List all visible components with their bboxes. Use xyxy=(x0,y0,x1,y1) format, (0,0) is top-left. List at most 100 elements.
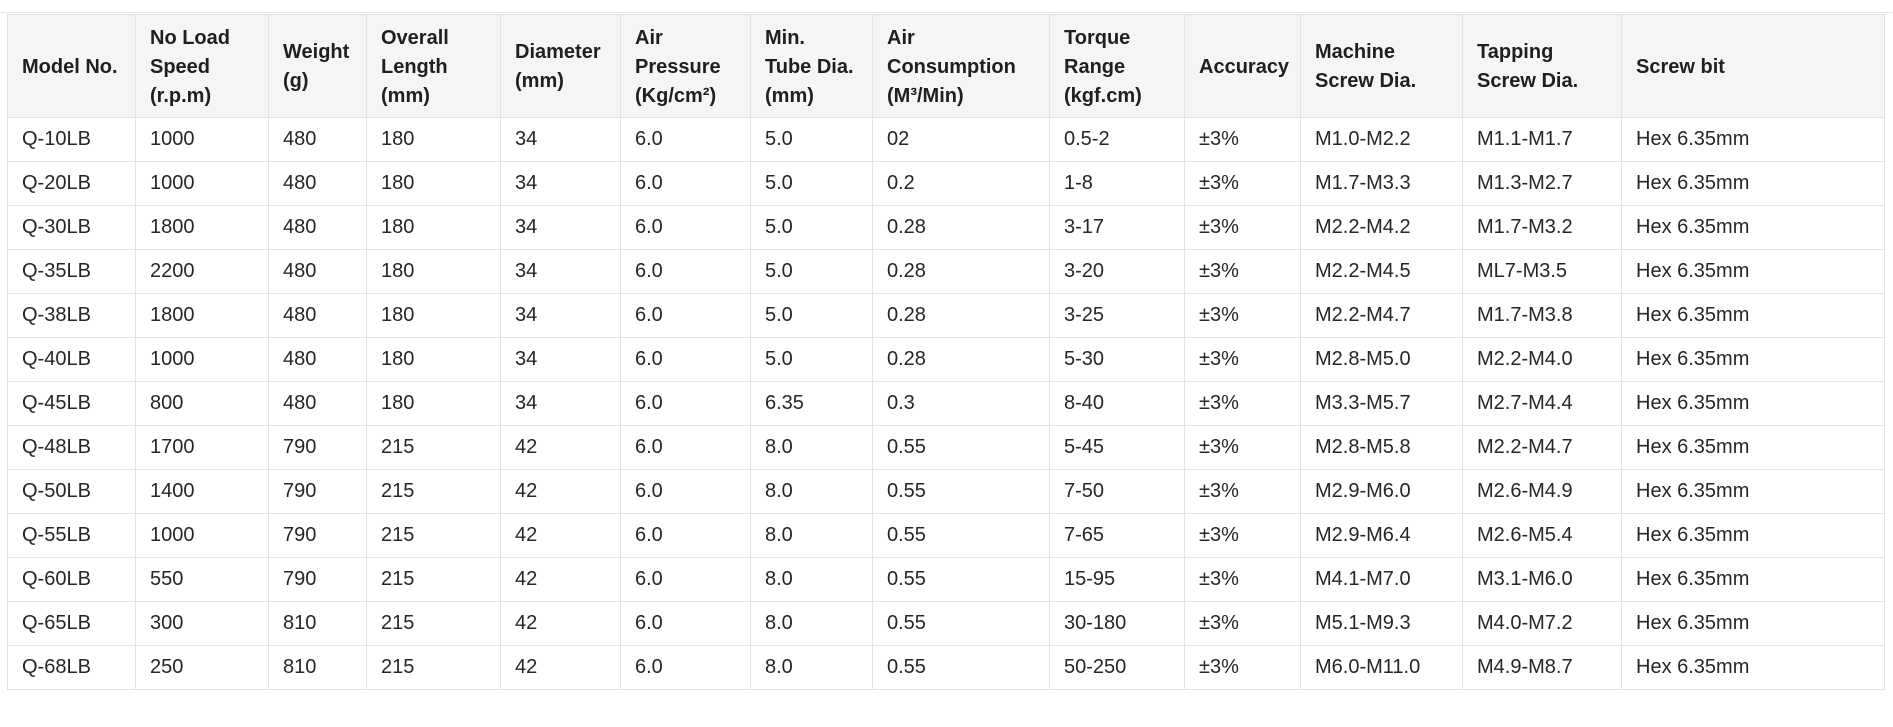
table-cell: 30-180 xyxy=(1049,601,1185,646)
table-cell: 0.28 xyxy=(872,249,1050,294)
table-cell: Q-45LB xyxy=(7,381,136,426)
table-row: Q-40LB 1000 480 180 34 6.0 5.0 0.28 5-30 ±3% M2.8-… xyxy=(7,337,1885,382)
table-cell: 1000 xyxy=(135,513,269,558)
table-cell: 8.0 xyxy=(750,645,873,690)
column-header-label: Diameter (mm) xyxy=(515,41,601,92)
table-cell: Q-35LB xyxy=(7,249,136,294)
table-cell: 7-50 xyxy=(1049,469,1185,514)
table-cell: M4.1-M7.0 xyxy=(1300,557,1463,602)
table-row: Q-48LB 1700 790 215 42 6.0 8.0 0.55 5-45 ±3% M2.8-… xyxy=(7,425,1885,470)
table-cell: 180 xyxy=(366,293,501,338)
column-header: Model No. xyxy=(7,14,136,118)
table-cell: 6.35 xyxy=(750,381,873,426)
table-cell: Hex 6.35mm xyxy=(1621,249,1885,294)
table-cell: 5-45 xyxy=(1049,425,1185,470)
table-cell: ±3% xyxy=(1184,601,1301,646)
table-cell: 810 xyxy=(268,645,367,690)
table-cell: 180 xyxy=(366,249,501,294)
column-header: Min. Tube Dia. (mm) xyxy=(750,14,873,118)
column-header: Torque Range (kgf.cm) xyxy=(1049,14,1185,118)
table-cell: Q-10LB xyxy=(7,117,136,162)
column-header-label: Tapping Screw Dia. xyxy=(1477,41,1579,92)
table-cell: 0.28 xyxy=(872,293,1050,338)
table-cell: 790 xyxy=(268,469,367,514)
table-cell: M2.9-M6.4 xyxy=(1300,513,1463,558)
header-row: Model No. No Load Speed (r.p.m) Weight (g)… xyxy=(7,14,1885,118)
table-cell: 34 xyxy=(500,381,621,426)
table-cell: 790 xyxy=(268,513,367,558)
table-cell: 42 xyxy=(500,425,621,470)
table-cell: ±3% xyxy=(1184,557,1301,602)
table-cell: ±3% xyxy=(1184,381,1301,426)
column-header-label: No Load Speed (r.p.m) xyxy=(150,26,230,107)
table-row: Q-65LB 300 810 215 42 6.0 8.0 0.55 30-180 ±3% M5.1… xyxy=(7,601,1885,646)
table-cell: 6.0 xyxy=(620,205,751,250)
table-cell: Hex 6.35mm xyxy=(1621,293,1885,338)
table-cell: 1000 xyxy=(135,161,269,206)
table-cell: 15-95 xyxy=(1049,557,1185,602)
table-cell: 6.0 xyxy=(620,425,751,470)
table-cell: 0.3 xyxy=(872,381,1050,426)
table-cell: 0.55 xyxy=(872,513,1050,558)
table-cell: 0.55 xyxy=(872,425,1050,470)
table-cell: 1800 xyxy=(135,293,269,338)
table-cell: 180 xyxy=(366,381,501,426)
table-cell: 5.0 xyxy=(750,249,873,294)
table-row: Q-20LB 1000 480 180 34 6.0 5.0 0.2 1-8 ±3% M1.7-M3… xyxy=(7,161,1885,206)
column-header: Accuracy xyxy=(1184,14,1301,118)
table-cell: 34 xyxy=(500,293,621,338)
table-cell: 7-65 xyxy=(1049,513,1185,558)
table-cell: ±3% xyxy=(1184,205,1301,250)
column-header: Machine Screw Dia. xyxy=(1300,14,1463,118)
column-header: Diameter (mm) xyxy=(500,14,621,118)
column-header: Air Consumption (M³/Min) xyxy=(872,14,1050,118)
table-cell: 6.0 xyxy=(620,337,751,382)
table-cell: 42 xyxy=(500,557,621,602)
table-cell: 1700 xyxy=(135,425,269,470)
table-cell: M2.2-M4.0 xyxy=(1462,337,1622,382)
table-cell: M4.9-M8.7 xyxy=(1462,645,1622,690)
table-cell: 5.0 xyxy=(750,117,873,162)
table-cell: Hex 6.35mm xyxy=(1621,601,1885,646)
table-cell: 250 xyxy=(135,645,269,690)
table-cell: 34 xyxy=(500,117,621,162)
table-row: Q-60LB 550 790 215 42 6.0 8.0 0.55 15-95 ±3% M4.1-… xyxy=(7,557,1885,602)
table-cell: Hex 6.35mm xyxy=(1621,513,1885,558)
table-cell: 480 xyxy=(268,205,367,250)
table-cell: 2200 xyxy=(135,249,269,294)
table-cell: M2.2-M4.7 xyxy=(1300,293,1463,338)
table-cell: 42 xyxy=(500,469,621,514)
table-cell: 5-30 xyxy=(1049,337,1185,382)
table-row: Q-50LB 1400 790 215 42 6.0 8.0 0.55 7-50 ±3% M2.9-… xyxy=(7,469,1885,514)
table-cell: 215 xyxy=(366,645,501,690)
table-cell: 790 xyxy=(268,557,367,602)
table-cell: 8.0 xyxy=(750,425,873,470)
table-cell: 300 xyxy=(135,601,269,646)
table-cell: 8-40 xyxy=(1049,381,1185,426)
table-cell: 8.0 xyxy=(750,601,873,646)
table-cell: M1.0-M2.2 xyxy=(1300,117,1463,162)
table-cell: Q-20LB xyxy=(7,161,136,206)
table-cell: M2.7-M4.4 xyxy=(1462,381,1622,426)
table-cell: 8.0 xyxy=(750,469,873,514)
table-cell: 6.0 xyxy=(620,513,751,558)
table-cell: 3-25 xyxy=(1049,293,1185,338)
table-cell: Hex 6.35mm xyxy=(1621,645,1885,690)
table-cell: 180 xyxy=(366,205,501,250)
table-cell: ±3% xyxy=(1184,293,1301,338)
table-cell: M2.8-M5.8 xyxy=(1300,425,1463,470)
table-row: Q-30LB 1800 480 180 34 6.0 5.0 0.28 3-17 ±3% M2.2-… xyxy=(7,205,1885,250)
column-header: Air Pressure (Kg/cm²) xyxy=(620,14,751,118)
table-cell: 1000 xyxy=(135,117,269,162)
column-header-label: Air Consumption (M³/Min) xyxy=(887,26,1016,107)
table-cell: Q-48LB xyxy=(7,425,136,470)
column-header: Weight (g) xyxy=(268,14,367,118)
column-header: Tapping Screw Dia. xyxy=(1462,14,1622,118)
table-cell: 8.0 xyxy=(750,557,873,602)
table-row: Q-10LB 1000 480 180 34 6.0 5.0 02 0.5-2 ±3% M1.0-M… xyxy=(7,117,1885,162)
table-cell: 3-17 xyxy=(1049,205,1185,250)
table-cell: 180 xyxy=(366,117,501,162)
table-cell: 0.55 xyxy=(872,601,1050,646)
column-header-label: Torque Range (kgf.cm) xyxy=(1064,26,1142,107)
column-header-label: Accuracy xyxy=(1199,55,1290,78)
